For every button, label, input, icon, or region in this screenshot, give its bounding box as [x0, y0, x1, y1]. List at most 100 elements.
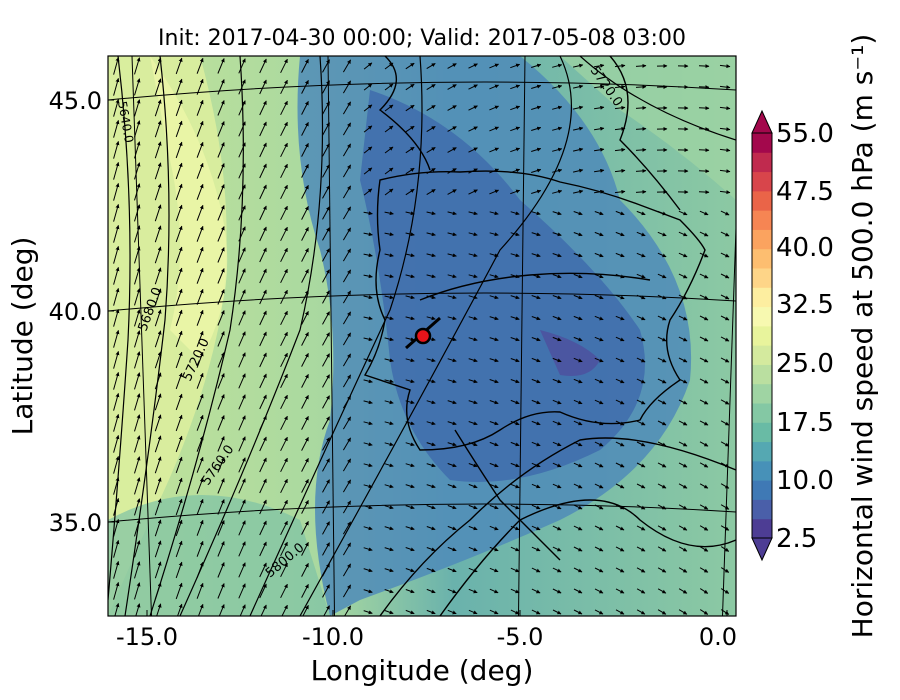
- wind-arrow: [531, 105, 542, 110]
- wind-arrow: [657, 420, 667, 426]
- wind-arrow: [134, 267, 141, 285]
- wind-arrow: [154, 582, 162, 600]
- wind-arrow: [134, 435, 141, 453]
- wind-arrow: [259, 415, 267, 431]
- wind-arrow: [113, 246, 120, 264]
- wind-arrow: [447, 442, 457, 447]
- wind-arrow: [447, 546, 457, 552]
- wind-arrow: [636, 252, 646, 258]
- wind-arrow: [489, 316, 499, 321]
- wind-arrow: [468, 609, 478, 615]
- wind-arrow: [447, 400, 457, 405]
- wind-arrow: [154, 351, 162, 369]
- wind-arrow: [113, 393, 120, 411]
- wind-arrow: [510, 274, 520, 279]
- wind-arrow: [196, 309, 204, 326]
- wind-arrow: [552, 168, 563, 173]
- wind-arrow: [134, 351, 141, 369]
- wind-arrow: [510, 462, 520, 468]
- wind-arrow: [175, 99, 183, 117]
- wind-arrow: [426, 316, 436, 321]
- wind-arrow: [384, 232, 394, 237]
- wind-arrow: [259, 58, 267, 74]
- wind-arrow: [280, 352, 288, 368]
- wind-arrow: [217, 499, 225, 515]
- wind-arrow: [113, 309, 120, 327]
- wind-arrow: [594, 504, 604, 510]
- wind-arrow: [720, 336, 730, 342]
- wind-arrow: [259, 562, 267, 578]
- wind-arrow: [384, 188, 394, 196]
- wind-arrow: [720, 609, 730, 615]
- wind-arrow: [280, 142, 288, 158]
- wind-arrow: [426, 274, 436, 279]
- wind-arrow: [426, 104, 436, 112]
- wind-arrow: [322, 437, 330, 451]
- wind-arrow: [614, 84, 626, 89]
- wind-arrow: [615, 231, 625, 237]
- wind-arrow: [678, 504, 688, 510]
- wind-arrow: [552, 609, 562, 615]
- wind-arrow: [259, 541, 267, 557]
- wind-arrow: [719, 127, 731, 132]
- wind-arrow: [405, 337, 415, 342]
- wind-arrow: [615, 609, 625, 615]
- wind-arrow: [447, 295, 457, 300]
- wind-arrow: [552, 147, 563, 152]
- wind-arrow: [259, 121, 267, 137]
- wind-arrow: [489, 295, 499, 300]
- wind-arrow: [196, 498, 204, 515]
- wind-arrow: [552, 525, 562, 531]
- wind-arrow: [719, 106, 731, 111]
- wind-arrow: [134, 561, 141, 579]
- wind-arrow: [175, 120, 183, 138]
- wind-arrow: [405, 83, 415, 91]
- wind-arrow: [636, 525, 646, 531]
- wind-arrow: [280, 541, 288, 557]
- wind-arrow: [426, 609, 436, 615]
- wind-arrow: [468, 567, 478, 573]
- wind-arrow: [154, 414, 162, 432]
- wind-arrow: [426, 400, 436, 405]
- wind-arrow: [594, 105, 605, 110]
- wind-arrow: [594, 168, 605, 173]
- wind-arrow: [363, 610, 373, 615]
- colorbar-segment: [752, 306, 772, 327]
- wind-arrow: [405, 274, 415, 279]
- wind-arrow: [510, 295, 520, 300]
- wind-arrow: [322, 353, 330, 367]
- wind-arrow: [238, 415, 246, 431]
- wind-arrow: [217, 205, 225, 221]
- wind-arrow: [594, 357, 604, 363]
- wind-arrow: [594, 525, 604, 531]
- wind-arrow: [280, 163, 288, 179]
- wind-arrow: [489, 567, 499, 573]
- wind-arrow: [552, 63, 563, 68]
- wind-arrow: [301, 143, 309, 157]
- wind-arrow: [301, 521, 309, 535]
- wind-arrow: [175, 519, 183, 537]
- wind-arrow: [238, 100, 246, 116]
- wind-arrow: [531, 147, 542, 152]
- wind-arrow: [699, 231, 709, 237]
- latitude-line: [108, 292, 736, 312]
- wind-arrow: [468, 126, 478, 132]
- y-axis-label: Latitude (deg): [6, 237, 39, 436]
- wind-arrow: [217, 58, 225, 74]
- wind-arrow: [238, 520, 246, 536]
- wind-arrow: [468, 504, 478, 510]
- wind-arrow: [363, 358, 373, 363]
- wind-arrow: [196, 456, 204, 473]
- wind-arrow: [678, 399, 688, 405]
- wind-arrow: [552, 274, 562, 279]
- wind-arrow: [573, 525, 583, 531]
- wind-arrow: [113, 351, 120, 369]
- wind-arrow: [720, 462, 730, 468]
- wind-arrow: [259, 394, 267, 410]
- wind-arrow: [489, 483, 499, 489]
- y-tick-label: 40.0: [49, 298, 102, 326]
- wind-arrow: [699, 483, 709, 489]
- wind-arrow: [489, 379, 499, 384]
- wind-arrow: [657, 588, 667, 594]
- wind-arrow: [489, 358, 499, 363]
